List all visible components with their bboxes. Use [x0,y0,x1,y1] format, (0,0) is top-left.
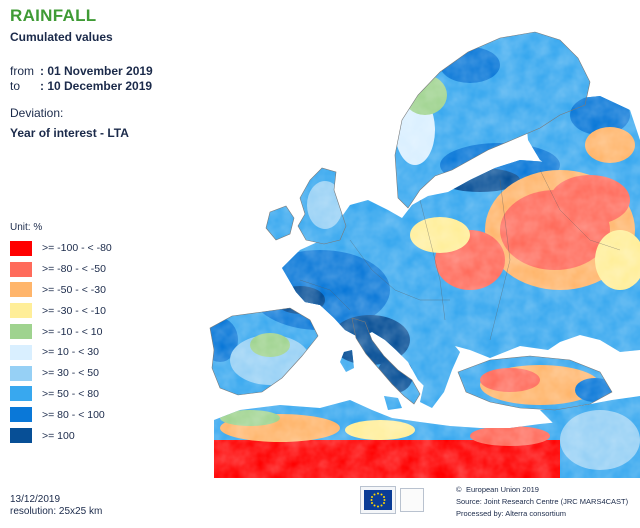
eu-star [383,499,386,501]
eu-star [371,496,373,498]
period-from: from : 01 November 2019 [10,64,153,79]
footer-date: 13/12/2019 [10,494,61,505]
eu-star [371,502,373,504]
footer-meta: 13/12/2019 resolution: 25x25 km [10,494,102,518]
legend-label: >= -50 - < -30 [42,283,106,296]
period-to-key: to [10,79,21,93]
legend-label: >= 10 - < 30 [42,346,99,359]
eu-star [373,493,376,496]
copyright-icon: © [456,485,462,494]
legend-row: >= -10 - < 10 [10,321,200,342]
footer-resolution: resolution: 25x25 km [10,506,103,517]
eu-star [377,492,379,495]
coast-scandinavia [394,31,591,209]
legend-label: >= -10 - < 10 [42,325,103,338]
legend-row: >= -50 - < -30 [10,280,200,301]
legend-label: >= -80 - < -50 [42,263,106,276]
legend-swatch [10,428,32,444]
border-line [349,239,450,301]
coastlines [209,31,613,411]
legend-row: >= 50 - < 80 [10,384,200,405]
footer-credits: © European Union 2019 Source: Joint Resea… [456,484,628,520]
legend-swatch [10,386,32,402]
eu-star [373,504,376,507]
legend-swatch [10,324,32,340]
border-line [539,169,621,251]
legend-swatch [10,282,32,298]
legend-swatch [10,365,32,381]
legend-swatch [10,407,32,423]
map-subtitle: Cumulated values [10,30,113,44]
legend-label: >= 100 [42,429,75,442]
legend-row: >= -80 - < -50 [10,259,200,280]
period-block: from : 01 November 2019 to : 10 December 2… [10,64,153,94]
legend-unit: Unit: % [10,222,43,233]
legend-swatch [10,303,32,319]
legend-swatch [10,261,32,277]
footer-copyright-text: European Union 2019 [466,485,539,494]
coast-anatolia [457,355,613,411]
legend-row: >= -100 - < -80 [10,238,200,259]
eu-star [383,502,385,504]
rainfall-map[interactable] [200,0,640,478]
footer-copyright: © European Union 2019 [456,484,628,496]
legend-row: >= 30 - < 50 [10,363,200,384]
legend-swatch [10,240,32,256]
eu-flag-field [364,490,392,510]
legend-label: >= 80 - < 100 [42,408,105,421]
legend-row: >= 10 - < 30 [10,342,200,363]
map-title: RAINFALL [10,6,97,25]
legend: >= -100 - < -80 >= -80 - < -50 >= -50 - … [10,238,200,446]
eu-flag-graphic [364,490,392,510]
eu-flag-stars [370,492,386,508]
legend-row: >= 80 - < 100 [10,404,200,425]
coast-britain [297,167,347,245]
deviation-value: Year of interest - LTA [10,126,129,140]
coast-ireland [265,205,295,241]
legend-label: >= 30 - < 50 [42,367,99,380]
period-from-value: : 01 November 2019 [40,64,153,78]
deviation-label: Deviation: [10,106,64,120]
borders [299,169,621,341]
border-line [489,179,511,341]
coast-italy [351,317,421,405]
period-to: to : 10 December 2019 [10,79,153,94]
legend-row: >= 100 [10,425,200,446]
footer-processed: Processed by: Alterra consortium [456,509,567,518]
legend-label: >= 50 - < 80 [42,387,99,400]
eu-star [377,505,379,508]
period-to-value: : 10 December 2019 [40,79,153,93]
eu-star [380,493,383,496]
period-from-key: from [10,64,34,78]
eu-star [383,496,385,498]
border-line [299,279,351,311]
border-line [419,199,446,321]
legend-row: >= -30 - < -10 [10,300,200,321]
eu-star [370,499,373,501]
legend-swatch [10,344,32,360]
legend-label: >= -100 - < -80 [42,242,112,255]
footer-source: Source: Joint Research Centre (JRC MARS4… [456,497,629,506]
coast-iberia [209,307,319,396]
commission-logo-icon [400,488,424,512]
eu-flag-icon [360,486,396,514]
eu-star [380,504,383,507]
legend-label: >= -30 - < -10 [42,304,106,317]
